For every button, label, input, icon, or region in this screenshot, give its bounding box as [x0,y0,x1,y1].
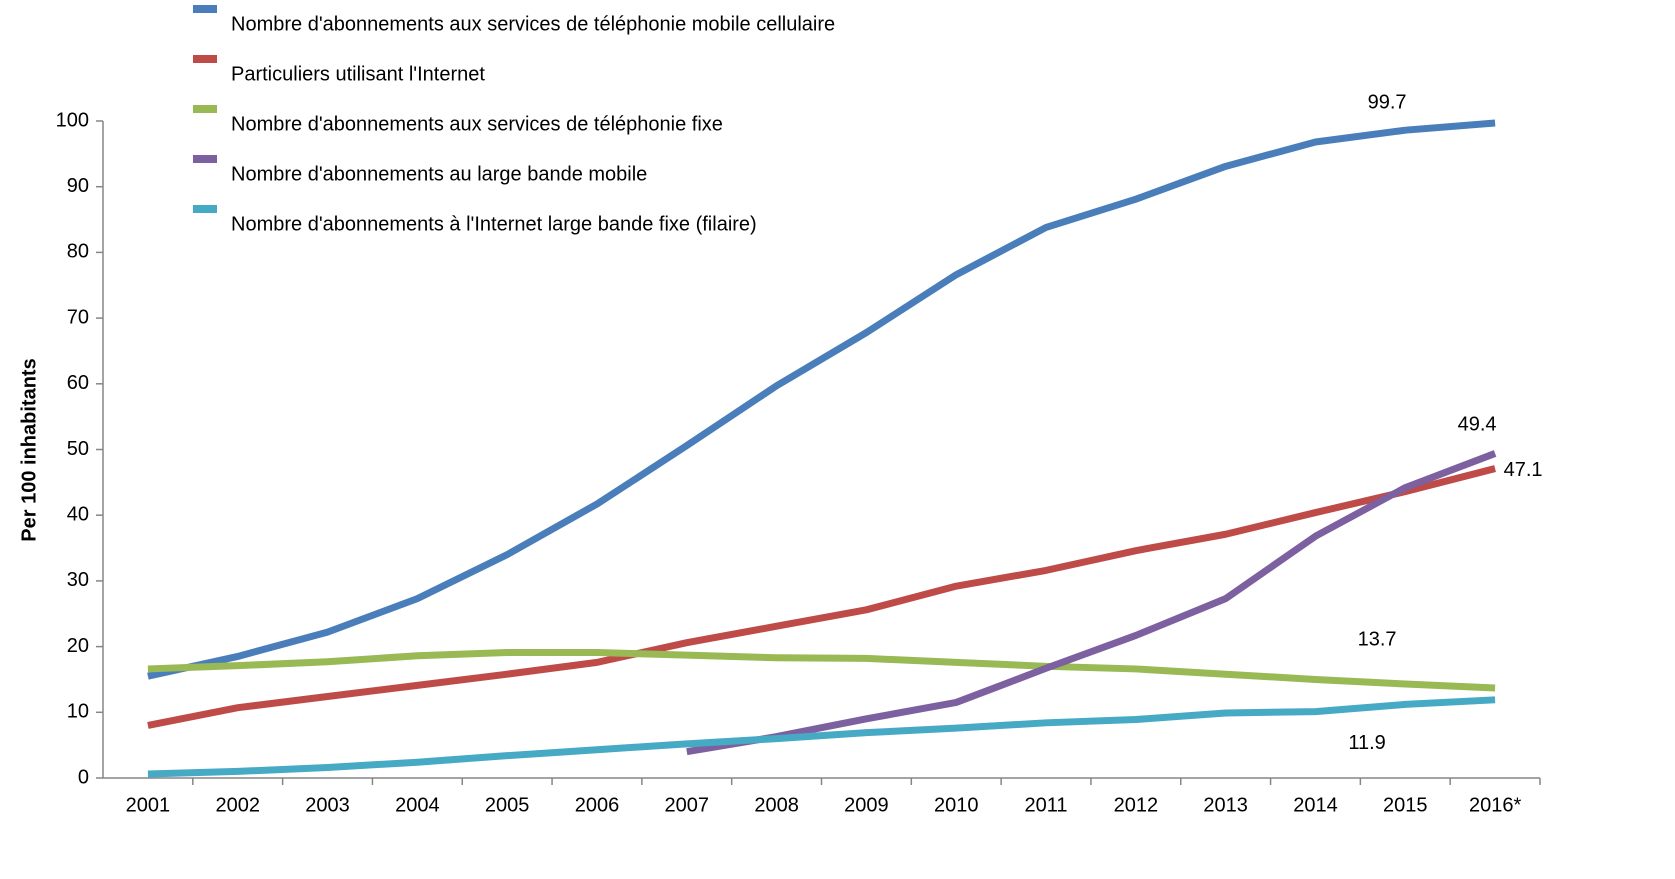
y-tick-label: 60 [67,372,89,394]
x-tick-label: 2008 [754,794,799,816]
x-tick-label: 2003 [305,794,350,816]
x-tick-label: 2006 [575,794,620,816]
y-tick-label: 70 [67,306,89,328]
y-axis-label: Per 100 inhabitants [18,358,40,541]
x-tick-label: 2012 [1114,794,1159,816]
x-tick-label: 2013 [1203,794,1248,816]
legend-label: Nombre d'abonnements au large bande mobi… [231,163,647,185]
x-tick-label: 2014 [1293,794,1338,816]
legend-label: Nombre d'abonnements aux services de tél… [231,13,835,35]
x-tick-label: 2002 [215,794,260,816]
legend-swatch [193,5,217,13]
legend-swatch [193,205,217,213]
x-tick-label: 2009 [844,794,889,816]
x-tick-label: 2004 [395,794,440,816]
y-tick-label: 20 [67,635,89,657]
y-tick-label: 50 [67,438,89,460]
y-tick-label: 0 [78,766,89,788]
legend-label: Nombre d'abonnements aux services de tél… [231,113,723,135]
data-label: 49.4 [1458,414,1497,436]
x-tick-label: 2005 [485,794,530,816]
legend-swatch [193,105,217,113]
legend-swatch [193,55,217,63]
y-tick-label: 10 [67,701,89,723]
series-line [147,119,1496,680]
legend-label: Nombre d'abonnements à l'Internet large … [231,213,757,235]
y-tick-label: 40 [67,503,89,525]
y-tick-label: 30 [67,569,89,591]
data-label: 11.9 [1348,732,1385,754]
series-line [686,450,1497,756]
legend-swatch [193,155,217,163]
data-label: 99.7 [1368,91,1407,113]
series-line [147,696,1496,778]
y-tick-label: 100 [56,109,89,131]
x-tick-label: 2015 [1383,794,1428,816]
y-tick-label: 90 [67,175,89,197]
x-tick-label: 2011 [1025,794,1068,816]
data-label: 13.7 [1358,628,1397,650]
series-line [147,465,1496,729]
y-tick-label: 80 [67,241,89,263]
series-line [147,649,1496,692]
data-label: 47.1 [1504,459,1543,481]
x-tick-label: 2007 [665,794,710,816]
legend-label: Particuliers utilisant l'Internet [231,63,485,85]
x-tick-label: 2016* [1469,794,1521,816]
x-tick-label: 2010 [934,794,979,816]
x-tick-label: 2001 [126,794,171,816]
